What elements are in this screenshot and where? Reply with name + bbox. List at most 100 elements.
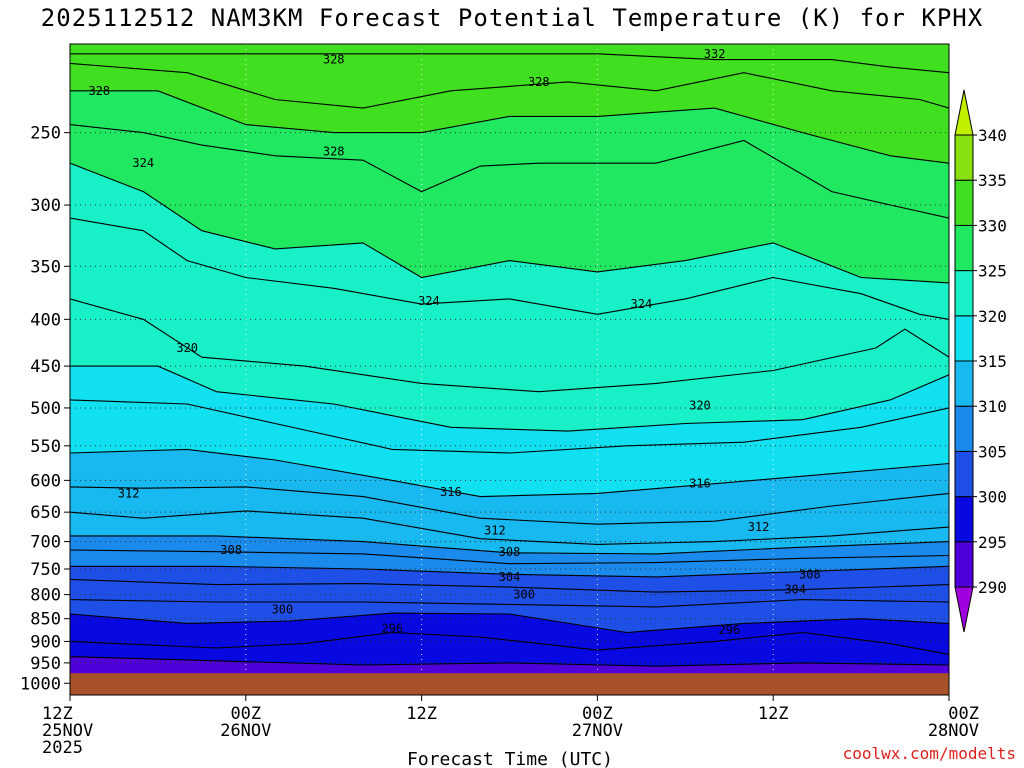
contour-line xyxy=(70,162,949,284)
contour-label: 296 xyxy=(381,621,403,635)
colorbar-segment xyxy=(954,134,974,181)
contour-label: 324 xyxy=(418,294,440,308)
contour-line xyxy=(70,510,949,545)
ground-fill xyxy=(70,673,949,695)
y-tick-label: 1000 xyxy=(20,674,61,694)
y-tick-label: 500 xyxy=(30,399,61,419)
contour-line xyxy=(70,90,949,164)
contour-label: 316 xyxy=(440,485,462,499)
contour-line xyxy=(70,549,949,565)
y-tick-label: 300 xyxy=(30,196,61,216)
colorbar-segment xyxy=(954,405,974,452)
colorbar-segment xyxy=(954,224,974,272)
x-tick-label: 25NOV xyxy=(42,721,93,741)
colorbar-segment xyxy=(954,541,974,588)
contour-label: 308 xyxy=(220,543,242,557)
y-tick-label: 600 xyxy=(30,471,61,491)
potential-temperature-field xyxy=(70,44,949,695)
contour-line xyxy=(70,298,949,393)
contour-line xyxy=(70,399,949,454)
y-tick-label: 250 xyxy=(30,124,61,144)
colorbar-segment xyxy=(954,450,974,498)
contour-line xyxy=(70,612,949,634)
contour-lines xyxy=(70,53,949,667)
y-tick-label: 450 xyxy=(30,357,61,377)
y-tick-label: 700 xyxy=(30,533,61,553)
contour-line xyxy=(70,565,949,578)
colorbar-label: 320 xyxy=(978,307,1007,326)
contour-label: 320 xyxy=(176,341,198,355)
contour-labels: 328 324 324 320 316 316 312 312 308 308 304 304 300 3… xyxy=(88,47,820,637)
colorbar-label: 305 xyxy=(978,442,1007,461)
contour-label: 328 xyxy=(528,75,550,89)
contour-line xyxy=(70,599,949,608)
contour-label: 328 xyxy=(323,144,345,158)
y-tick-label: 850 xyxy=(30,610,61,630)
colorbar-label: 340 xyxy=(978,126,1007,145)
y-tick-label: 400 xyxy=(30,310,61,330)
contour-line xyxy=(70,448,949,498)
contour-line xyxy=(70,217,949,320)
colorbar-segment xyxy=(954,315,974,362)
x-tick-label: 26NOV xyxy=(220,721,271,741)
colorbar-arrow-bottom xyxy=(954,586,974,633)
contour-label: 316 xyxy=(689,477,711,491)
x-tick-label: 27NOV xyxy=(572,721,623,741)
contour-label: 308 xyxy=(499,545,521,559)
colorbar-label: 330 xyxy=(978,216,1007,235)
y-tick-label: 550 xyxy=(30,437,61,457)
x-tick-label: 00Z xyxy=(582,704,613,724)
contour-line xyxy=(70,656,949,667)
contour-line xyxy=(70,365,949,432)
ground xyxy=(70,673,949,695)
x-tick-label: 12Z xyxy=(42,704,73,724)
contour-line xyxy=(70,578,949,593)
x-axis-label: Forecast Time (UTC) xyxy=(407,749,613,768)
contour-label: 328 xyxy=(88,84,110,98)
colorbar-label: 290 xyxy=(978,578,1007,597)
contour-label: 312 xyxy=(118,486,140,500)
y-tick-label: 950 xyxy=(30,654,61,674)
contour-line xyxy=(70,124,949,219)
y-tick-label: 800 xyxy=(30,586,61,606)
y-tick-label: 750 xyxy=(30,560,61,580)
field-band xyxy=(70,44,949,73)
contour-label: 296 xyxy=(718,623,740,637)
colorbar-segment xyxy=(954,270,974,317)
contour-line xyxy=(70,62,949,109)
x-tick-label: 00Z xyxy=(230,704,261,724)
y-axis-ticks: 2503003504004505005506006507007508008509… xyxy=(20,124,70,694)
contour-label: 328 xyxy=(323,53,345,67)
colorbar-segment xyxy=(954,496,974,543)
contour-line xyxy=(70,535,949,555)
colorbar-label: 325 xyxy=(978,262,1007,281)
x-tick-label: 12Z xyxy=(406,704,437,724)
contour-label: 324 xyxy=(132,156,154,170)
colorbar-label: 300 xyxy=(978,488,1007,507)
colorbar: 290 295 300 305 310 315 320 325 330 335 340 xyxy=(954,89,1007,633)
colorbar-segment xyxy=(954,360,974,407)
colorbar-arrow-top xyxy=(954,89,974,136)
x-tick-label: 00Z xyxy=(948,704,979,724)
y-tick-label: 650 xyxy=(30,503,61,523)
x-tick-label: 12Z xyxy=(758,704,789,724)
contour-label: 300 xyxy=(513,588,535,602)
colorbar-label: 335 xyxy=(978,171,1007,190)
colorbar-label: 315 xyxy=(978,352,1007,371)
chart-title: 2025112512 NAM3KM Forecast Potential Tem… xyxy=(40,4,984,32)
contour-label: 308 xyxy=(799,567,821,581)
plot-frame xyxy=(69,43,950,696)
y-tick-label: 900 xyxy=(30,632,61,652)
contour-label: 304 xyxy=(499,570,521,584)
contour-label: 300 xyxy=(272,602,294,616)
grid-lines xyxy=(70,44,949,695)
contour-label: 320 xyxy=(689,399,711,413)
colorbar-segment xyxy=(954,179,974,226)
colorbar-label: 295 xyxy=(978,533,1007,552)
contour-line xyxy=(70,486,949,525)
contour-line xyxy=(70,53,949,74)
contour-label: 304 xyxy=(784,583,806,597)
x-tick-label: 2025 xyxy=(42,738,83,758)
